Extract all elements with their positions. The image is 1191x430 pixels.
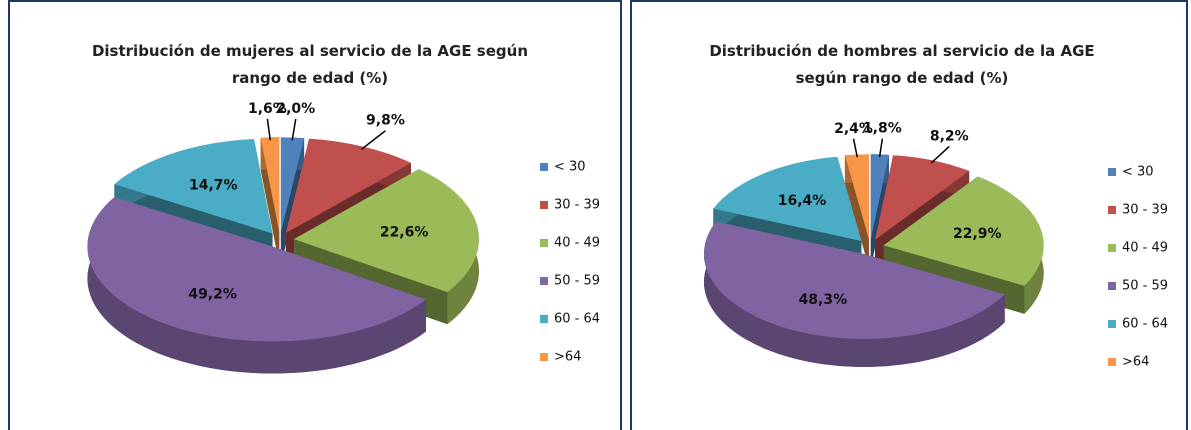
chart: 1,8% 8,2% 22,9% 48,3% 16,4% 2,4% < 30 30 - 39 40… [703,121,1168,370]
legend-swatch [1108,358,1116,366]
legend-swatch [1108,244,1116,252]
value-label: 2,0% [276,101,315,117]
slice [87,197,426,342]
slice-side [703,221,1005,367]
value-label: 22,6% [380,224,429,240]
legend-label: 60 - 64 [1122,317,1168,332]
legend-label: 30 - 39 [554,198,600,213]
slice [293,169,479,293]
legend-label: < 30 [554,160,586,175]
value-label: 1,6% [248,101,287,117]
chart-panel: Distribución de hombres al servicio de l… [630,0,1188,430]
leader-line [852,138,858,158]
legend-swatch [1108,320,1116,328]
legend-swatch [1108,206,1116,214]
value-label: 22,9% [953,226,1002,242]
legend-swatch [540,277,548,285]
leader-line [878,138,884,158]
slice [870,154,889,240]
value-label: 14,7% [189,177,238,193]
legend-label: 40 - 49 [554,236,600,251]
chart: 2,0% 9,8% 22,6% 49,2% 14,7% 1,6% < 30 30 - 39 40… [87,101,600,374]
chart-panel: Distribución de mujeres al servicio de l… [8,0,622,430]
legend-swatch [540,315,548,323]
slice [875,155,970,240]
value-label: 2,4% [834,121,873,137]
legend-swatch [1108,168,1116,176]
value-label: 1,8% [863,121,902,137]
value-label: 16,4% [778,193,827,209]
value-label: 49,2% [188,286,237,302]
value-label: 9,8% [366,113,405,129]
slice [280,137,305,233]
leader-line [291,118,297,141]
slice-side [844,155,869,268]
slice [844,154,869,240]
legend-label: < 30 [1122,165,1154,180]
value-label: 8,2% [930,128,969,144]
value-label: 48,3% [799,292,848,308]
leader-line [266,118,272,141]
slice [703,221,1005,339]
legend-label: 30 - 39 [1122,203,1168,218]
legend-label: 50 - 59 [554,274,600,289]
legend-swatch [540,239,548,247]
legend-label: 60 - 64 [554,312,600,327]
legend-label: >64 [554,350,581,365]
slice [260,137,280,233]
legend-label: 50 - 59 [1122,279,1168,294]
leader-line [360,130,386,150]
slice [883,176,1044,286]
slice [114,138,273,234]
chart-title: Distribución de hombres al servicio de l… [709,42,1095,87]
legend-swatch [540,353,548,361]
slice [713,156,862,241]
legend-swatch [1108,282,1116,290]
legend-swatch [540,201,548,209]
slice-side [87,197,426,374]
legend-label: 40 - 49 [1122,241,1168,256]
legend-label: >64 [1122,355,1149,370]
leader-line [930,145,950,164]
chart-title: Distribución de mujeres al servicio de l… [91,42,529,87]
slice [285,138,411,234]
legend-swatch [540,163,548,171]
